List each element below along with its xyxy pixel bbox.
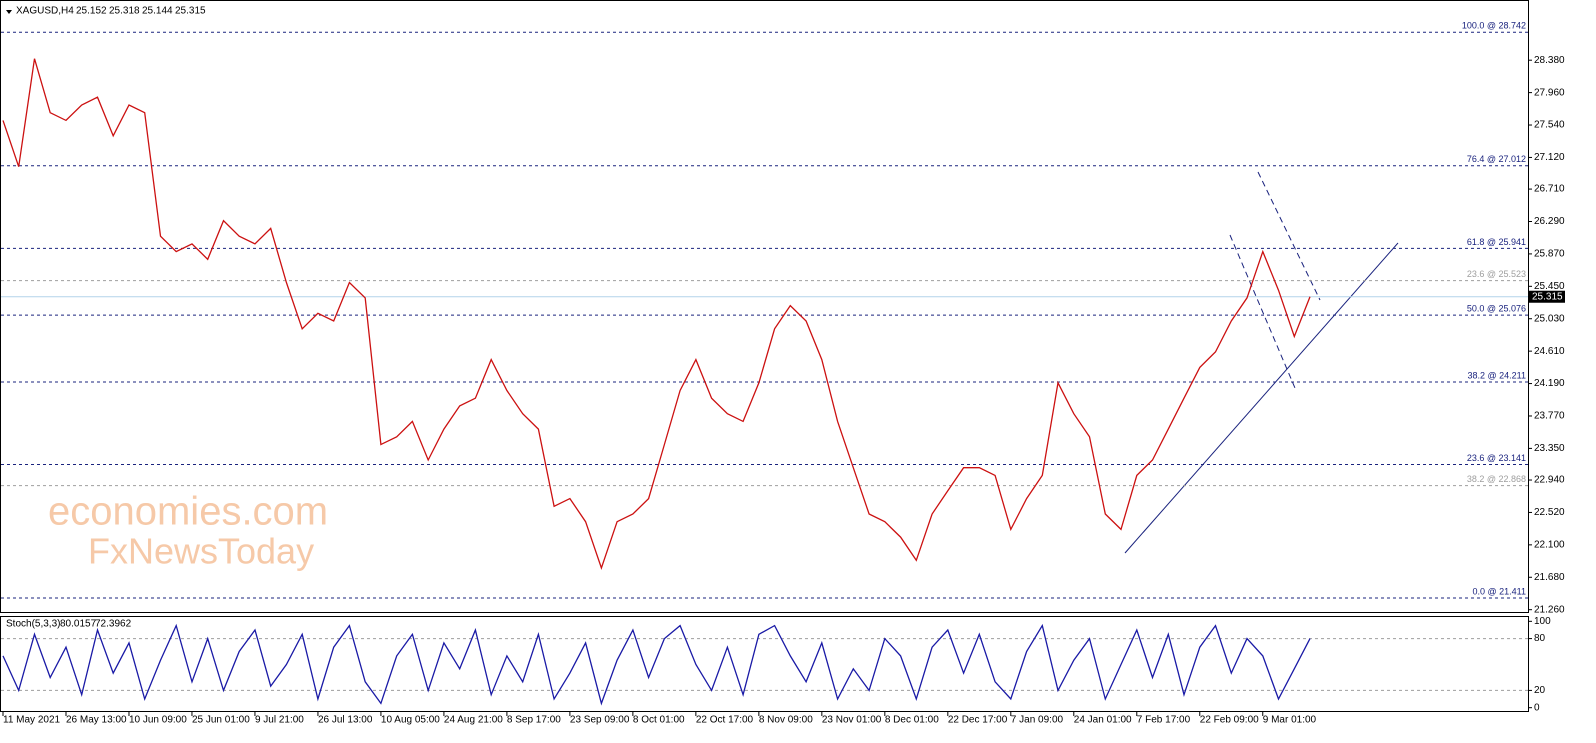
level-label: 100.0 @ 28.742: [1462, 21, 1526, 31]
channel-line: [1229, 234, 1296, 389]
y-tick-label: 80: [1534, 633, 1546, 644]
y-tick-label: 22.940: [1534, 475, 1565, 486]
stoch-frame: [0, 616, 1529, 712]
ohlc-high: 25.318: [109, 6, 140, 17]
y-tick-label: 22.100: [1534, 539, 1565, 550]
y-tick-label: 23.350: [1534, 443, 1565, 454]
x-tick-label: 9 Mar 01:00: [1263, 715, 1317, 726]
watermark: FxNewsToday: [88, 531, 314, 572]
y-tick-label: 26.290: [1534, 216, 1565, 227]
y-tick-label: 25.870: [1534, 249, 1565, 260]
ohlc-open: 25.152: [76, 6, 107, 17]
watermark: economies.com: [48, 490, 328, 534]
price-line: [2, 623, 1311, 706]
x-tick-label: 26 Jul 13:00: [318, 715, 373, 726]
x-tick-label: 8 Dec 01:00: [885, 715, 939, 726]
y-tick-label: 21.680: [1534, 572, 1565, 583]
symbol: XAGUSD,H4: [16, 6, 74, 17]
x-tick-label: 7 Feb 17:00: [1137, 715, 1191, 726]
y-tick-label: 0: [1534, 702, 1540, 713]
stoch-signal-value: 72.3962: [95, 619, 132, 630]
y-tick-label: 21.260: [1534, 604, 1565, 615]
stoch-title: Stoch(5,3,3): [6, 619, 60, 630]
y-tick-label: 27.960: [1534, 87, 1565, 98]
x-tick-label: 23 Nov 01:00: [822, 715, 882, 726]
x-tick-label: 22 Feb 09:00: [1200, 715, 1259, 726]
level-label: 23.6 @ 25.523: [1467, 269, 1526, 279]
x-tick-label: 7 Jan 09:00: [1011, 715, 1064, 726]
x-tick-label: 8 Oct 01:00: [633, 715, 685, 726]
y-tick-label: 22.520: [1534, 507, 1565, 518]
x-tick-label: 23 Sep 09:00: [570, 715, 630, 726]
price-line: [2, 58, 1311, 571]
y-tick-label: 25.030: [1534, 313, 1565, 324]
level-label: 38.2 @ 22.868: [1467, 474, 1526, 484]
x-tick-label: 11 May 2021: [3, 715, 61, 726]
x-tick-label: 10 Jun 09:00: [129, 715, 187, 726]
x-tick-label: 25 Jun 01:00: [192, 715, 250, 726]
stoch-main-value: 80.0157: [60, 619, 97, 630]
ohlc-low: 25.144: [142, 6, 173, 17]
y-tick-label: 27.540: [1534, 120, 1565, 131]
level-label: 23.6 @ 23.141: [1467, 453, 1526, 463]
level-label: 0.0 @ 21.411: [1472, 586, 1526, 596]
x-tick-label: 26 May 13:00: [66, 715, 127, 726]
x-tick-label: 24 Jan 01:00: [1074, 715, 1132, 726]
y-tick-label: 25.450: [1534, 281, 1565, 292]
level-label: 38.2 @ 24.211: [1467, 370, 1526, 380]
ohlc-close: 25.315: [175, 6, 206, 17]
last-price-label: 25.315: [1532, 291, 1563, 302]
y-tick-label: 100: [1534, 616, 1551, 627]
main-frame: [0, 0, 1529, 613]
x-tick-label: 10 Aug 05:00: [381, 715, 440, 726]
channel-line: [1257, 171, 1321, 301]
y-tick-label: 26.710: [1534, 184, 1565, 195]
y-tick-label: 27.120: [1534, 152, 1565, 163]
last-price-box: [1529, 290, 1565, 303]
x-tick-label: 8 Sep 17:00: [507, 715, 561, 726]
trendline: [1124, 242, 1399, 554]
y-tick-label: 24.190: [1534, 378, 1565, 389]
y-tick-label: 20: [1534, 685, 1546, 696]
symbol-icon: [6, 10, 12, 14]
x-tick-label: 24 Aug 21:00: [444, 715, 503, 726]
level-label: 61.8 @ 25.941: [1467, 237, 1526, 247]
y-tick-label: 24.610: [1534, 346, 1565, 357]
x-tick-label: 22 Dec 17:00: [948, 715, 1008, 726]
level-label: 50.0 @ 25.076: [1467, 304, 1526, 314]
y-tick-label: 28.380: [1534, 55, 1565, 66]
x-tick-label: 22 Oct 17:00: [696, 715, 754, 726]
y-tick-label: 23.770: [1534, 411, 1565, 422]
x-tick-label: 9 Jul 21:00: [255, 715, 304, 726]
x-tick-label: 8 Nov 09:00: [759, 715, 813, 726]
level-label: 76.4 @ 27.012: [1467, 154, 1526, 164]
